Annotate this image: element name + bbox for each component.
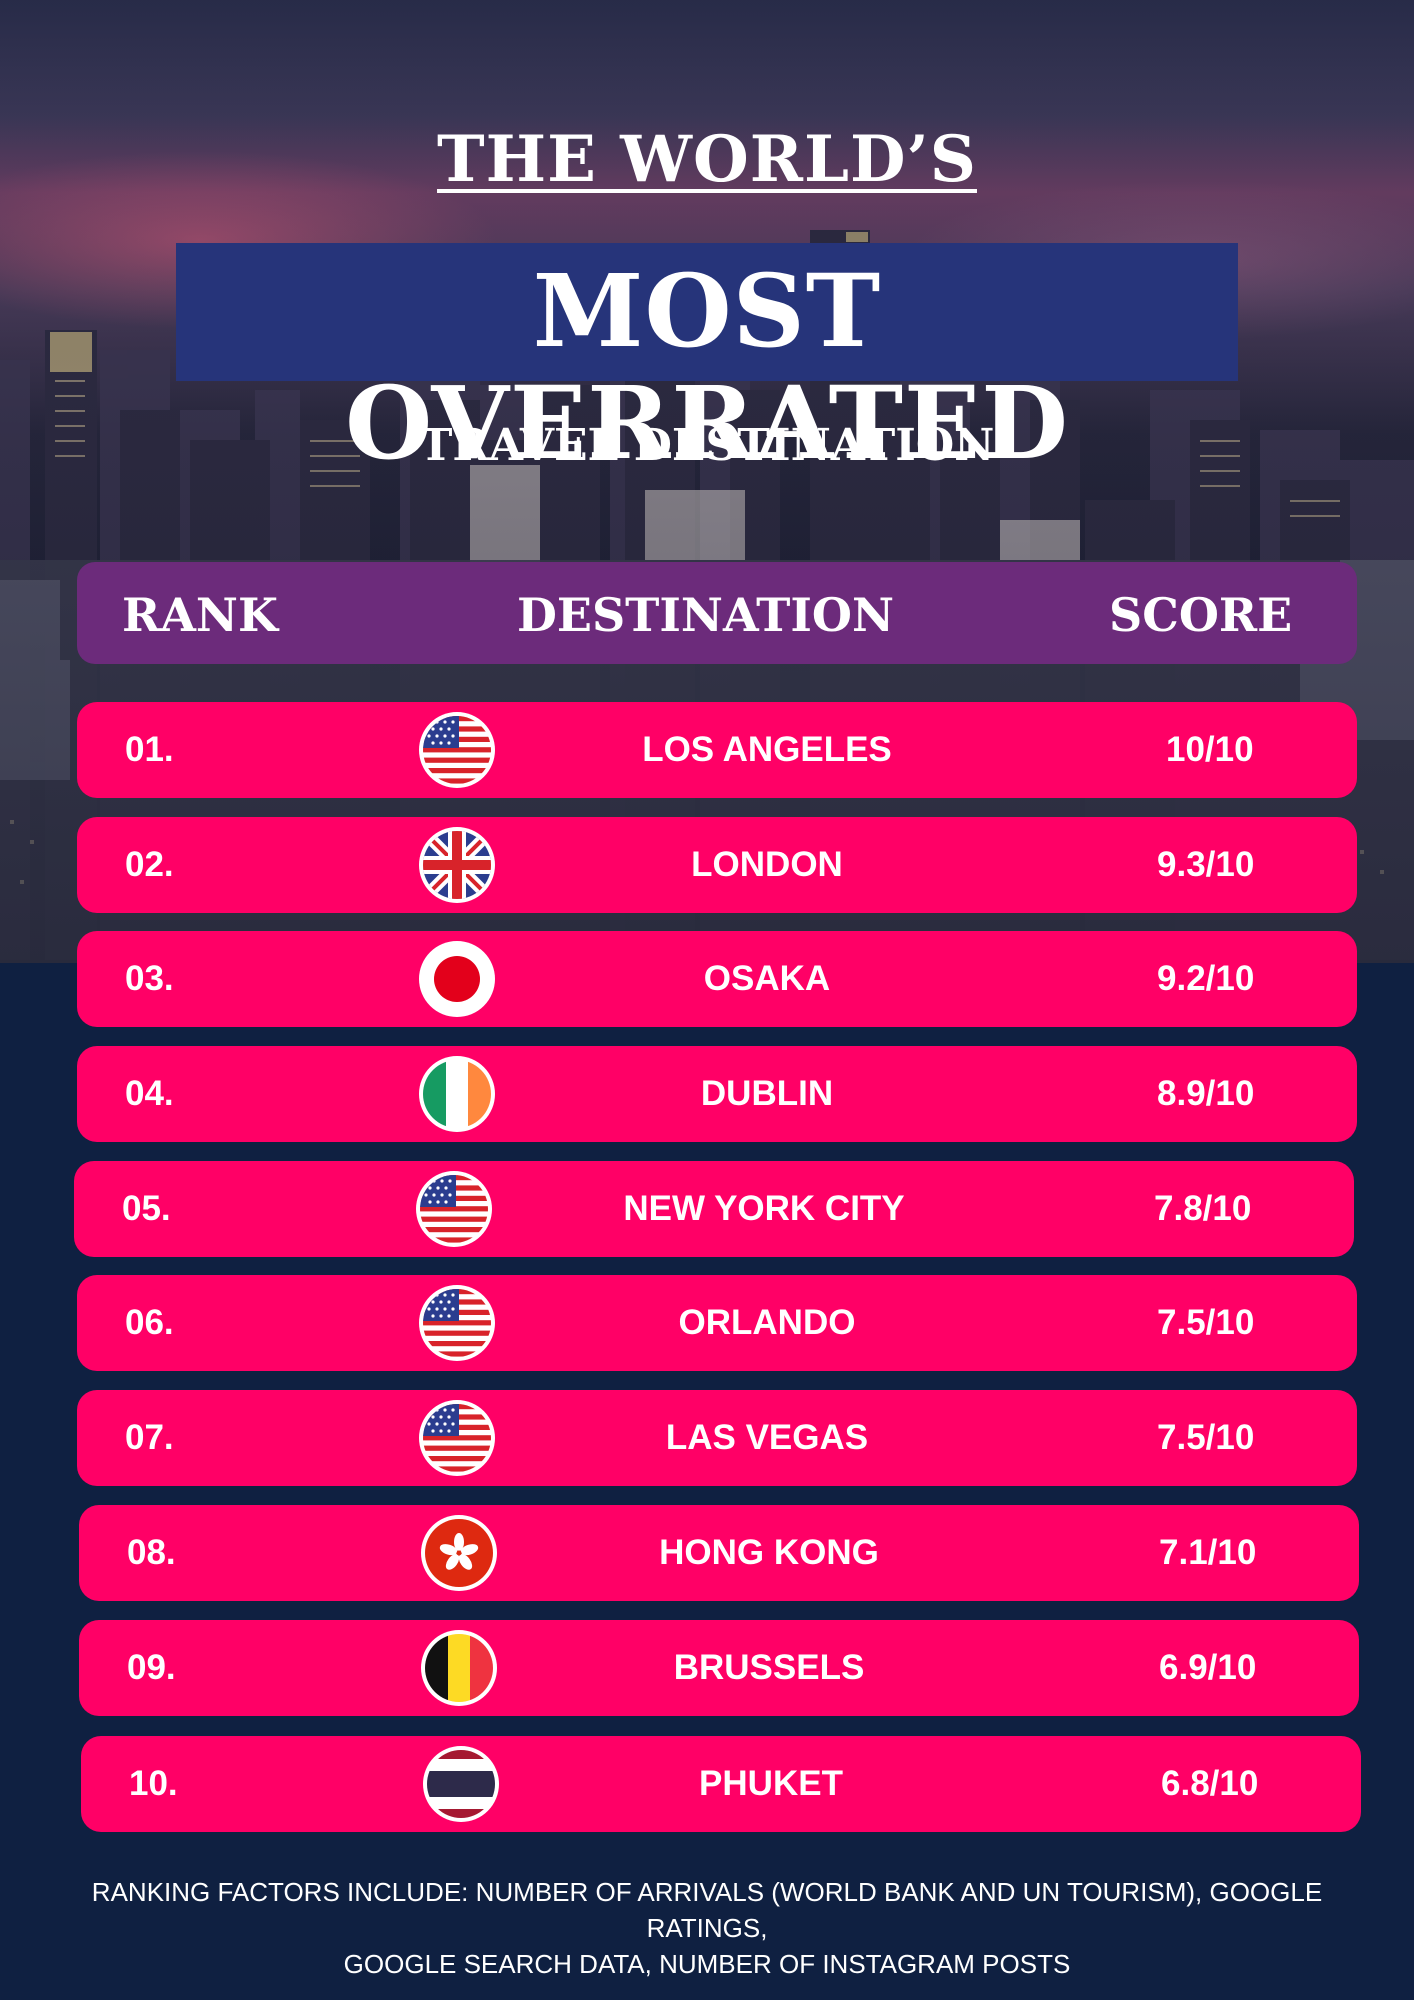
usa-flag-icon [419,1285,495,1361]
thailand-flag-icon [423,1746,499,1822]
table-row: 07. LAS VEGAS 7.5/10 [77,1390,1357,1486]
usa-flag-icon [419,712,495,788]
footnote-line-1: RANKING FACTORS INCLUDE: NUMBER OF ARRIV… [91,1877,1323,1943]
row-rank: 10. [129,1764,178,1803]
belgium-flag-icon [421,1630,497,1706]
row-score: 8.9/10 [1157,1074,1255,1113]
row-destination: BRUSSELS [673,1648,865,1687]
row-rank: 05. [122,1189,171,1228]
row-rank: 02. [125,845,174,884]
row-destination: HONG KONG [659,1533,879,1572]
header-score: SCORE [1109,588,1293,642]
table-row: 06. ORLANDO 7.5/10 [77,1275,1357,1371]
title-highlight-box [176,243,1238,381]
title-subtitle: TRAVEL DESTINATION [419,420,995,471]
row-rank: 01. [125,730,174,769]
row-score: 6.9/10 [1159,1648,1257,1687]
ranking-footnote: RANKING FACTORS INCLUDE: NUMBER OF ARRIV… [40,1874,1374,1982]
footnote-line-2: GOOGLE SEARCH DATA, NUMBER OF INSTAGRAM … [343,1949,1071,1979]
table-row: 02. LONDON 9.3/10 [77,817,1357,913]
row-rank: 06. [125,1303,174,1342]
hong-kong-flag-icon [421,1515,497,1591]
row-score: 9.2/10 [1157,959,1255,998]
usa-flag-icon [419,1400,495,1476]
table-row: 10. PHUKET 6.8/10 [81,1736,1361,1832]
row-destination: ORLANDO [678,1303,856,1342]
header-rank: RANK [122,588,278,642]
table-row: 05. NEW YORK CITY 7.8/10 [74,1161,1354,1257]
row-rank: 03. [125,959,174,998]
row-destination: DUBLIN [700,1074,834,1113]
japan-flag-icon [419,941,495,1017]
table-row: 03. OSAKA 9.2/10 [77,931,1357,1027]
uk-flag-icon [419,827,495,903]
row-score: 9.3/10 [1157,845,1255,884]
table-header: RANK DESTINATION SCORE [77,562,1357,664]
row-destination: LOS ANGELES [642,730,892,769]
title-main: MOST OVERRATED [345,252,1069,482]
row-score: 6.8/10 [1161,1764,1259,1803]
row-rank: 04. [125,1074,174,1113]
row-destination: LONDON [691,845,843,884]
usa-flag-icon [416,1171,492,1247]
table-row: 01. LOS ANGELES 10/10 [77,702,1357,798]
row-score: 7.8/10 [1154,1189,1252,1228]
ireland-flag-icon [419,1056,495,1132]
table-row: 09. BRUSSELS 6.9/10 [79,1620,1359,1716]
table-row: 04. DUBLIN 8.9/10 [77,1046,1357,1142]
title-top: THE WORLD’S [437,122,977,197]
row-rank: 08. [127,1533,176,1572]
row-rank: 07. [125,1418,174,1457]
row-destination: PHUKET [699,1764,843,1803]
header-destination: DESTINATION [517,588,895,642]
row-score: 7.5/10 [1157,1303,1255,1342]
row-score: 7.1/10 [1159,1533,1257,1572]
row-destination: OSAKA [703,959,831,998]
table-row: 08. HONG KONG 7.1/10 [79,1505,1359,1601]
row-rank: 09. [127,1648,176,1687]
row-destination: LAS VEGAS [665,1418,869,1457]
row-score: 7.5/10 [1157,1418,1255,1457]
row-destination: NEW YORK CITY [623,1189,905,1228]
row-score: 10/10 [1166,730,1254,769]
